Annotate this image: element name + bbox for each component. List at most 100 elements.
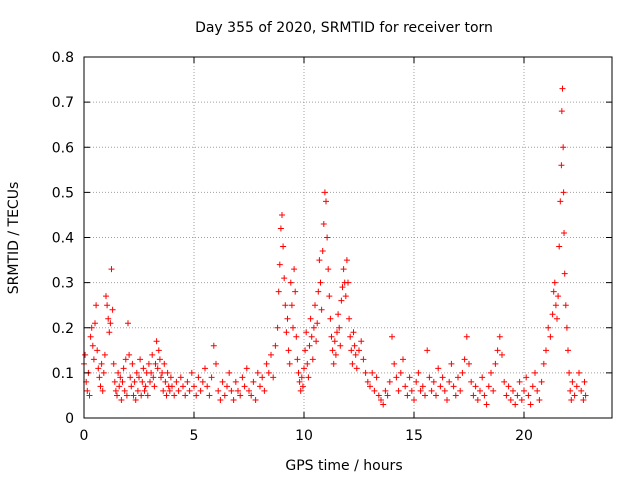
data-point	[224, 383, 230, 390]
data-point	[114, 392, 120, 399]
data-point	[547, 333, 554, 340]
data-point	[306, 342, 313, 349]
data-point	[99, 387, 106, 394]
data-point	[104, 302, 111, 309]
data-point	[324, 234, 331, 241]
data-point	[186, 387, 193, 394]
data-point	[123, 392, 130, 399]
data-point	[105, 315, 112, 322]
data-point	[411, 396, 417, 403]
data-point	[351, 342, 358, 349]
data-point	[437, 383, 444, 390]
data-point	[419, 383, 426, 390]
data-point	[239, 374, 246, 381]
data-point	[477, 387, 483, 394]
data-point	[573, 383, 580, 390]
data-point	[177, 374, 184, 381]
data-point	[444, 396, 450, 403]
y-tick-label: 0.5	[52, 185, 74, 201]
data-point	[340, 266, 347, 273]
data-point	[226, 369, 233, 376]
data-point	[199, 378, 206, 385]
y-tick-label: 0.4	[52, 231, 74, 247]
data-point	[246, 387, 252, 394]
data-point	[206, 392, 213, 399]
data-point	[84, 387, 91, 394]
data-point	[336, 324, 343, 331]
data-point	[463, 333, 470, 340]
data-point	[329, 347, 336, 354]
data-point	[164, 369, 171, 376]
data-point	[332, 351, 339, 358]
data-point	[378, 396, 384, 403]
data-point	[552, 302, 559, 309]
data-point	[323, 198, 329, 205]
data-point	[483, 401, 490, 408]
data-point	[318, 306, 325, 313]
chart-title: Day 355 of 2020, SRMTID for receiver tor…	[195, 20, 493, 36]
data-point	[518, 396, 525, 403]
data-point	[313, 338, 320, 345]
data-point	[137, 356, 144, 363]
data-point	[139, 378, 146, 385]
data-point	[291, 266, 298, 273]
data-point	[148, 369, 155, 376]
data-point	[127, 374, 134, 381]
data-point	[265, 369, 272, 376]
data-point	[545, 324, 552, 331]
data-point	[197, 387, 204, 394]
grid-lines	[84, 57, 612, 418]
data-point	[415, 369, 422, 376]
data-point	[138, 392, 145, 399]
data-point	[417, 387, 424, 394]
data-point	[303, 329, 310, 336]
data-point	[514, 392, 521, 399]
data-point	[563, 324, 570, 331]
data-point	[166, 387, 173, 394]
data-point	[512, 401, 519, 408]
data-point	[334, 329, 340, 336]
data-point	[356, 347, 362, 354]
data-point	[485, 383, 492, 390]
data-point	[308, 333, 315, 340]
data-point	[578, 387, 585, 394]
data-point	[339, 284, 346, 291]
data-point	[315, 288, 322, 295]
data-point	[558, 108, 565, 115]
x-tick-label: 0	[80, 428, 89, 444]
data-point	[516, 378, 523, 385]
data-point	[296, 378, 303, 385]
data-point	[230, 396, 237, 403]
x-axis-label: GPS time / hours	[285, 458, 402, 474]
data-point	[219, 378, 226, 385]
data-point	[159, 369, 166, 376]
data-point	[259, 374, 266, 381]
data-point	[217, 396, 224, 403]
data-point	[112, 387, 119, 394]
data-point	[397, 369, 404, 376]
data-point	[248, 392, 255, 399]
data-point	[342, 293, 349, 300]
data-point	[507, 396, 514, 403]
data-point	[298, 374, 305, 381]
data-point	[169, 383, 175, 390]
data-point	[270, 374, 277, 381]
data-point	[582, 392, 589, 399]
data-point	[94, 347, 101, 354]
data-point	[301, 365, 307, 372]
data-point	[288, 302, 295, 309]
data-point	[171, 392, 178, 399]
data-point	[499, 351, 505, 358]
data-point	[115, 369, 122, 376]
data-point	[106, 329, 113, 336]
data-point	[263, 360, 270, 367]
data-point	[534, 387, 541, 394]
y-tick-label: 0.6	[52, 140, 74, 156]
data-point	[150, 374, 157, 381]
data-point	[560, 144, 567, 151]
data-point	[433, 392, 439, 399]
data-point	[501, 378, 508, 385]
data-point	[457, 387, 464, 394]
data-point	[153, 338, 160, 345]
